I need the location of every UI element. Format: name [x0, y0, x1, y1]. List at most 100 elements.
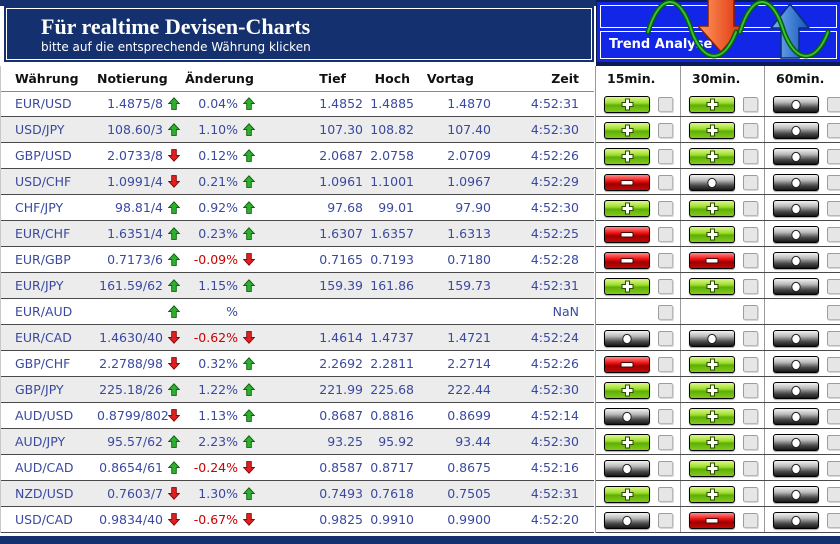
trend-neutral-button[interactable]	[773, 486, 819, 503]
trend-checkbox[interactable]	[743, 201, 758, 216]
trend-up-button[interactable]	[689, 434, 735, 451]
trend-checkbox[interactable]	[658, 253, 673, 268]
trend-neutral-button[interactable]	[604, 460, 650, 477]
trend-checkbox[interactable]	[743, 123, 758, 138]
trend-checkbox[interactable]	[658, 97, 673, 112]
trend-up-button[interactable]	[689, 356, 735, 373]
trend-neutral-button[interactable]	[773, 382, 819, 399]
trend-neutral-button[interactable]	[773, 330, 819, 347]
trend-down-button[interactable]	[689, 512, 735, 529]
trend-checkbox[interactable]	[827, 279, 840, 294]
trend-checkbox[interactable]	[827, 227, 840, 242]
trend-checkbox[interactable]	[743, 279, 758, 294]
currency-pair-link[interactable]: EUR/JPY	[15, 278, 64, 293]
trend-checkbox[interactable]	[658, 175, 673, 190]
trend-checkbox[interactable]	[743, 227, 758, 242]
trend-checkbox[interactable]	[827, 149, 840, 164]
trend-neutral-button[interactable]	[773, 96, 819, 113]
currency-pair-link[interactable]: CHF/JPY	[15, 200, 64, 215]
trend-down-button[interactable]	[604, 356, 650, 373]
trend-checkbox[interactable]	[658, 331, 673, 346]
currency-pair-link[interactable]: EUR/CHF	[15, 226, 71, 241]
currency-pair-link[interactable]: USD/CHF	[15, 174, 72, 189]
trend-down-button[interactable]	[689, 252, 735, 269]
trend-down-button[interactable]	[604, 226, 650, 243]
currency-pair-link[interactable]: NZD/USD	[15, 486, 74, 501]
trend-checkbox[interactable]	[827, 383, 840, 398]
trend-checkbox[interactable]	[827, 97, 840, 112]
trend-neutral-button[interactable]	[773, 252, 819, 269]
trend-neutral-button[interactable]	[689, 174, 735, 191]
currency-pair-link[interactable]: AUD/CAD	[15, 460, 74, 475]
trend-neutral-button[interactable]	[773, 434, 819, 451]
trend-up-button[interactable]	[689, 96, 735, 113]
trend-checkbox[interactable]	[743, 409, 758, 424]
trend-checkbox[interactable]	[827, 357, 840, 372]
trend-up-button[interactable]	[689, 226, 735, 243]
trend-neutral-button[interactable]	[604, 330, 650, 347]
trend-checkbox[interactable]	[658, 409, 673, 424]
trend-checkbox[interactable]	[658, 487, 673, 502]
trend-checkbox[interactable]	[658, 279, 673, 294]
trend-neutral-button[interactable]	[773, 200, 819, 217]
trend-checkbox[interactable]	[743, 435, 758, 450]
trend-up-button[interactable]	[604, 200, 650, 217]
trend-checkbox[interactable]	[658, 513, 673, 528]
trend-up-button[interactable]	[604, 96, 650, 113]
trend-checkbox[interactable]	[743, 513, 758, 528]
trend-up-button[interactable]	[604, 382, 650, 399]
trend-up-button[interactable]	[604, 434, 650, 451]
trend-neutral-button[interactable]	[773, 226, 819, 243]
trend-down-button[interactable]	[604, 252, 650, 269]
trend-checkbox[interactable]	[827, 435, 840, 450]
currency-pair-link[interactable]: AUD/JPY	[15, 434, 66, 449]
trend-up-button[interactable]	[604, 486, 650, 503]
currency-pair-link[interactable]: EUR/AUD	[15, 304, 73, 319]
trend-neutral-button[interactable]	[604, 512, 650, 529]
trend-checkbox[interactable]	[658, 201, 673, 216]
trend-neutral-button[interactable]	[773, 408, 819, 425]
trend-neutral-button[interactable]	[773, 278, 819, 295]
trend-checkbox[interactable]	[658, 357, 673, 372]
trend-up-button[interactable]	[689, 200, 735, 217]
currency-pair-link[interactable]: EUR/GBP	[15, 252, 71, 267]
trend-neutral-button[interactable]	[689, 330, 735, 347]
trend-checkbox[interactable]	[658, 383, 673, 398]
trend-up-button[interactable]	[604, 278, 650, 295]
trend-neutral-button[interactable]	[773, 356, 819, 373]
trend-checkbox[interactable]	[743, 149, 758, 164]
trend-neutral-button[interactable]	[773, 460, 819, 477]
trend-checkbox[interactable]	[743, 305, 758, 320]
trend-neutral-button[interactable]	[773, 174, 819, 191]
trend-checkbox[interactable]	[658, 461, 673, 476]
trend-up-button[interactable]	[604, 148, 650, 165]
currency-pair-link[interactable]: GBP/CHF	[15, 356, 71, 371]
trend-neutral-button[interactable]	[773, 122, 819, 139]
trend-checkbox[interactable]	[827, 461, 840, 476]
trend-checkbox[interactable]	[743, 383, 758, 398]
trend-checkbox[interactable]	[743, 253, 758, 268]
trend-checkbox[interactable]	[743, 487, 758, 502]
trend-neutral-button[interactable]	[773, 512, 819, 529]
trend-checkbox[interactable]	[658, 123, 673, 138]
trend-checkbox[interactable]	[658, 305, 673, 320]
currency-pair-link[interactable]: USD/JPY	[15, 122, 65, 137]
trend-neutral-button[interactable]	[773, 148, 819, 165]
currency-pair-link[interactable]: GBP/JPY	[15, 382, 64, 397]
trend-up-button[interactable]	[689, 486, 735, 503]
trend-checkbox[interactable]	[827, 253, 840, 268]
trend-up-button[interactable]	[689, 460, 735, 477]
trend-up-button[interactable]	[689, 408, 735, 425]
trend-checkbox[interactable]	[827, 175, 840, 190]
currency-pair-link[interactable]: AUD/USD	[15, 408, 74, 423]
trend-checkbox[interactable]	[743, 461, 758, 476]
trend-checkbox[interactable]	[658, 435, 673, 450]
currency-pair-link[interactable]: GBP/USD	[15, 148, 72, 163]
trend-up-button[interactable]	[689, 382, 735, 399]
trend-down-button[interactable]	[604, 174, 650, 191]
currency-pair-link[interactable]: EUR/USD	[15, 96, 72, 111]
trend-checkbox[interactable]	[827, 513, 840, 528]
currency-pair-link[interactable]: USD/CAD	[15, 512, 73, 527]
trend-neutral-button[interactable]	[604, 408, 650, 425]
trend-checkbox[interactable]	[827, 201, 840, 216]
